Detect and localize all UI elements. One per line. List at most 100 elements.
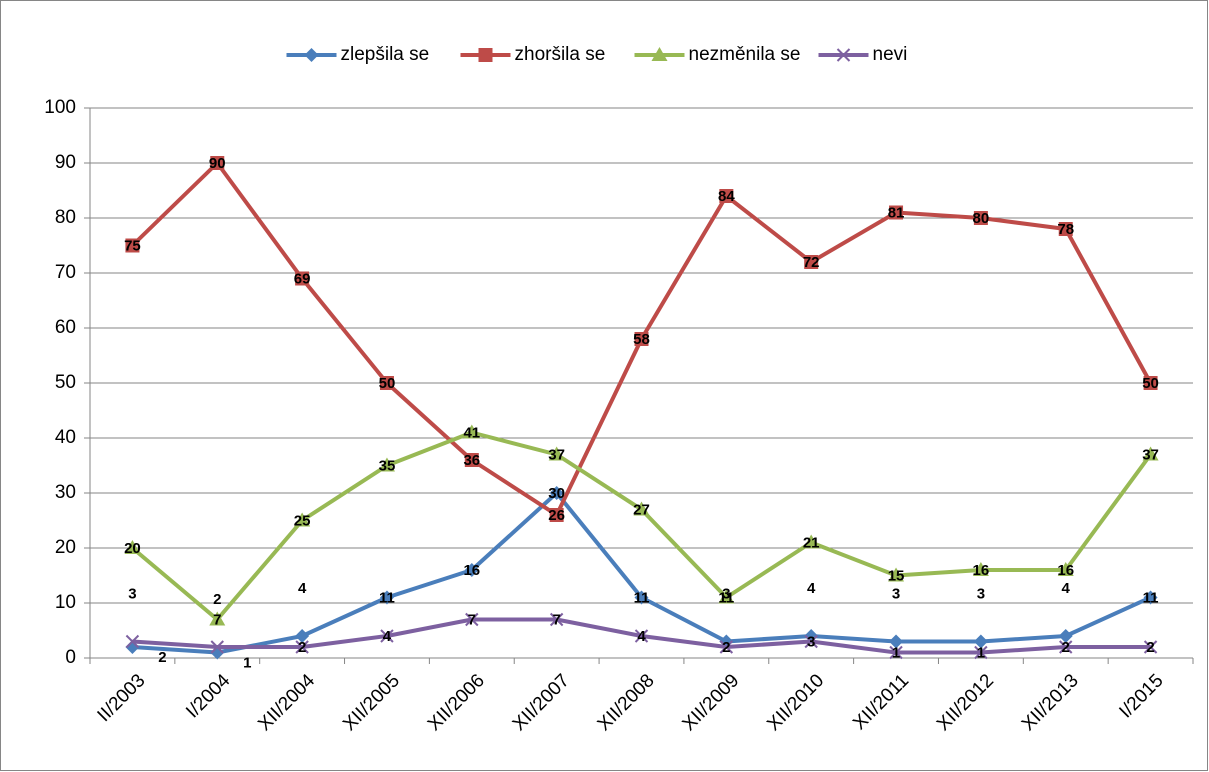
marker	[836, 48, 851, 62]
marker	[719, 634, 734, 649]
data-label: 3	[977, 585, 985, 602]
y-tick-label: 80	[55, 207, 76, 228]
data-label: 7	[552, 611, 560, 628]
legend-label: nevi	[873, 44, 908, 65]
data-label: 4	[1062, 580, 1071, 597]
marker	[294, 512, 311, 527]
data-label: 80	[973, 210, 990, 227]
data-label: 58	[633, 331, 650, 348]
data-label: 20	[124, 540, 141, 557]
data-label: 7	[213, 611, 221, 628]
marker	[973, 634, 988, 649]
data-label: 4	[807, 580, 816, 597]
marker	[295, 640, 309, 654]
marker	[719, 640, 734, 654]
y-tick-label: 100	[44, 97, 76, 118]
marker	[549, 486, 564, 500]
marker	[972, 562, 989, 576]
marker	[380, 629, 394, 643]
marker	[634, 629, 649, 643]
marker	[889, 205, 904, 220]
data-label: 72	[803, 254, 820, 271]
data-label: 1	[243, 654, 251, 671]
data-label: 75	[124, 237, 141, 254]
marker	[1143, 376, 1158, 390]
marker	[379, 376, 394, 390]
data-label: 11	[718, 589, 734, 606]
marker	[634, 332, 649, 346]
y-tick-label: 60	[55, 317, 76, 338]
data-label: 50	[1142, 375, 1159, 392]
data-label: 2	[213, 591, 221, 608]
data-label: 2	[298, 639, 306, 656]
data-label: 90	[209, 155, 226, 172]
data-label: 36	[463, 452, 480, 469]
data-label: 16	[463, 562, 480, 579]
data-label: 69	[294, 270, 311, 287]
y-tick-label: 70	[55, 262, 76, 283]
marker	[1059, 640, 1073, 654]
marker	[804, 255, 819, 269]
data-label: 7	[468, 611, 476, 628]
marker	[463, 424, 480, 439]
marker	[379, 590, 394, 605]
marker	[464, 563, 479, 577]
y-tick-label: 40	[55, 427, 76, 448]
marker	[125, 238, 140, 253]
data-label: 21	[803, 534, 820, 551]
data-label: 2	[1146, 639, 1154, 656]
marker	[210, 645, 225, 660]
data-label: 37	[1142, 446, 1159, 463]
data-label: 81	[888, 204, 905, 221]
legend-label: zhoršila se	[515, 44, 606, 65]
marker	[718, 589, 735, 604]
data-label: 2	[1062, 639, 1070, 656]
data-label: 50	[379, 375, 396, 392]
data-label: 11	[379, 589, 395, 606]
data-label: 3	[807, 633, 815, 650]
marker	[125, 640, 140, 654]
marker	[651, 47, 668, 61]
y-tick-label: 30	[55, 482, 76, 503]
marker	[478, 48, 493, 62]
marker	[304, 48, 319, 62]
y-tick-label: 50	[55, 372, 76, 393]
data-label: 27	[633, 501, 650, 518]
data-label: 16	[1057, 562, 1074, 579]
y-tick-label: 20	[55, 537, 76, 558]
marker	[549, 508, 564, 522]
data-label: 35	[379, 457, 396, 474]
data-label: 78	[1057, 221, 1074, 238]
marker	[634, 590, 649, 605]
marker	[125, 634, 140, 649]
data-label: 2	[722, 639, 730, 656]
marker	[210, 156, 225, 170]
marker	[209, 611, 226, 626]
marker	[974, 645, 988, 660]
data-label: 26	[548, 507, 565, 524]
data-label: 4	[637, 628, 646, 645]
marker	[1142, 446, 1159, 461]
data-label: 15	[888, 567, 905, 584]
marker	[378, 457, 395, 472]
data-label: 11	[634, 589, 650, 606]
marker	[889, 634, 904, 649]
marker	[803, 534, 820, 549]
data-label: 30	[548, 485, 565, 502]
data-label: 4	[383, 628, 392, 645]
marker	[464, 453, 479, 467]
y-tick-label: 90	[55, 152, 76, 173]
marker	[888, 567, 905, 582]
data-label: 3	[128, 585, 136, 602]
marker	[124, 540, 141, 554]
data-label: 16	[973, 562, 990, 579]
data-label: 3	[722, 585, 730, 602]
data-label: 1	[977, 644, 985, 661]
marker	[295, 629, 310, 643]
data-label: 11	[1143, 589, 1159, 606]
data-label: 4	[298, 580, 307, 597]
legend-label: nezměnila se	[689, 44, 801, 65]
y-tick-label: 10	[55, 592, 76, 613]
marker	[295, 271, 310, 286]
